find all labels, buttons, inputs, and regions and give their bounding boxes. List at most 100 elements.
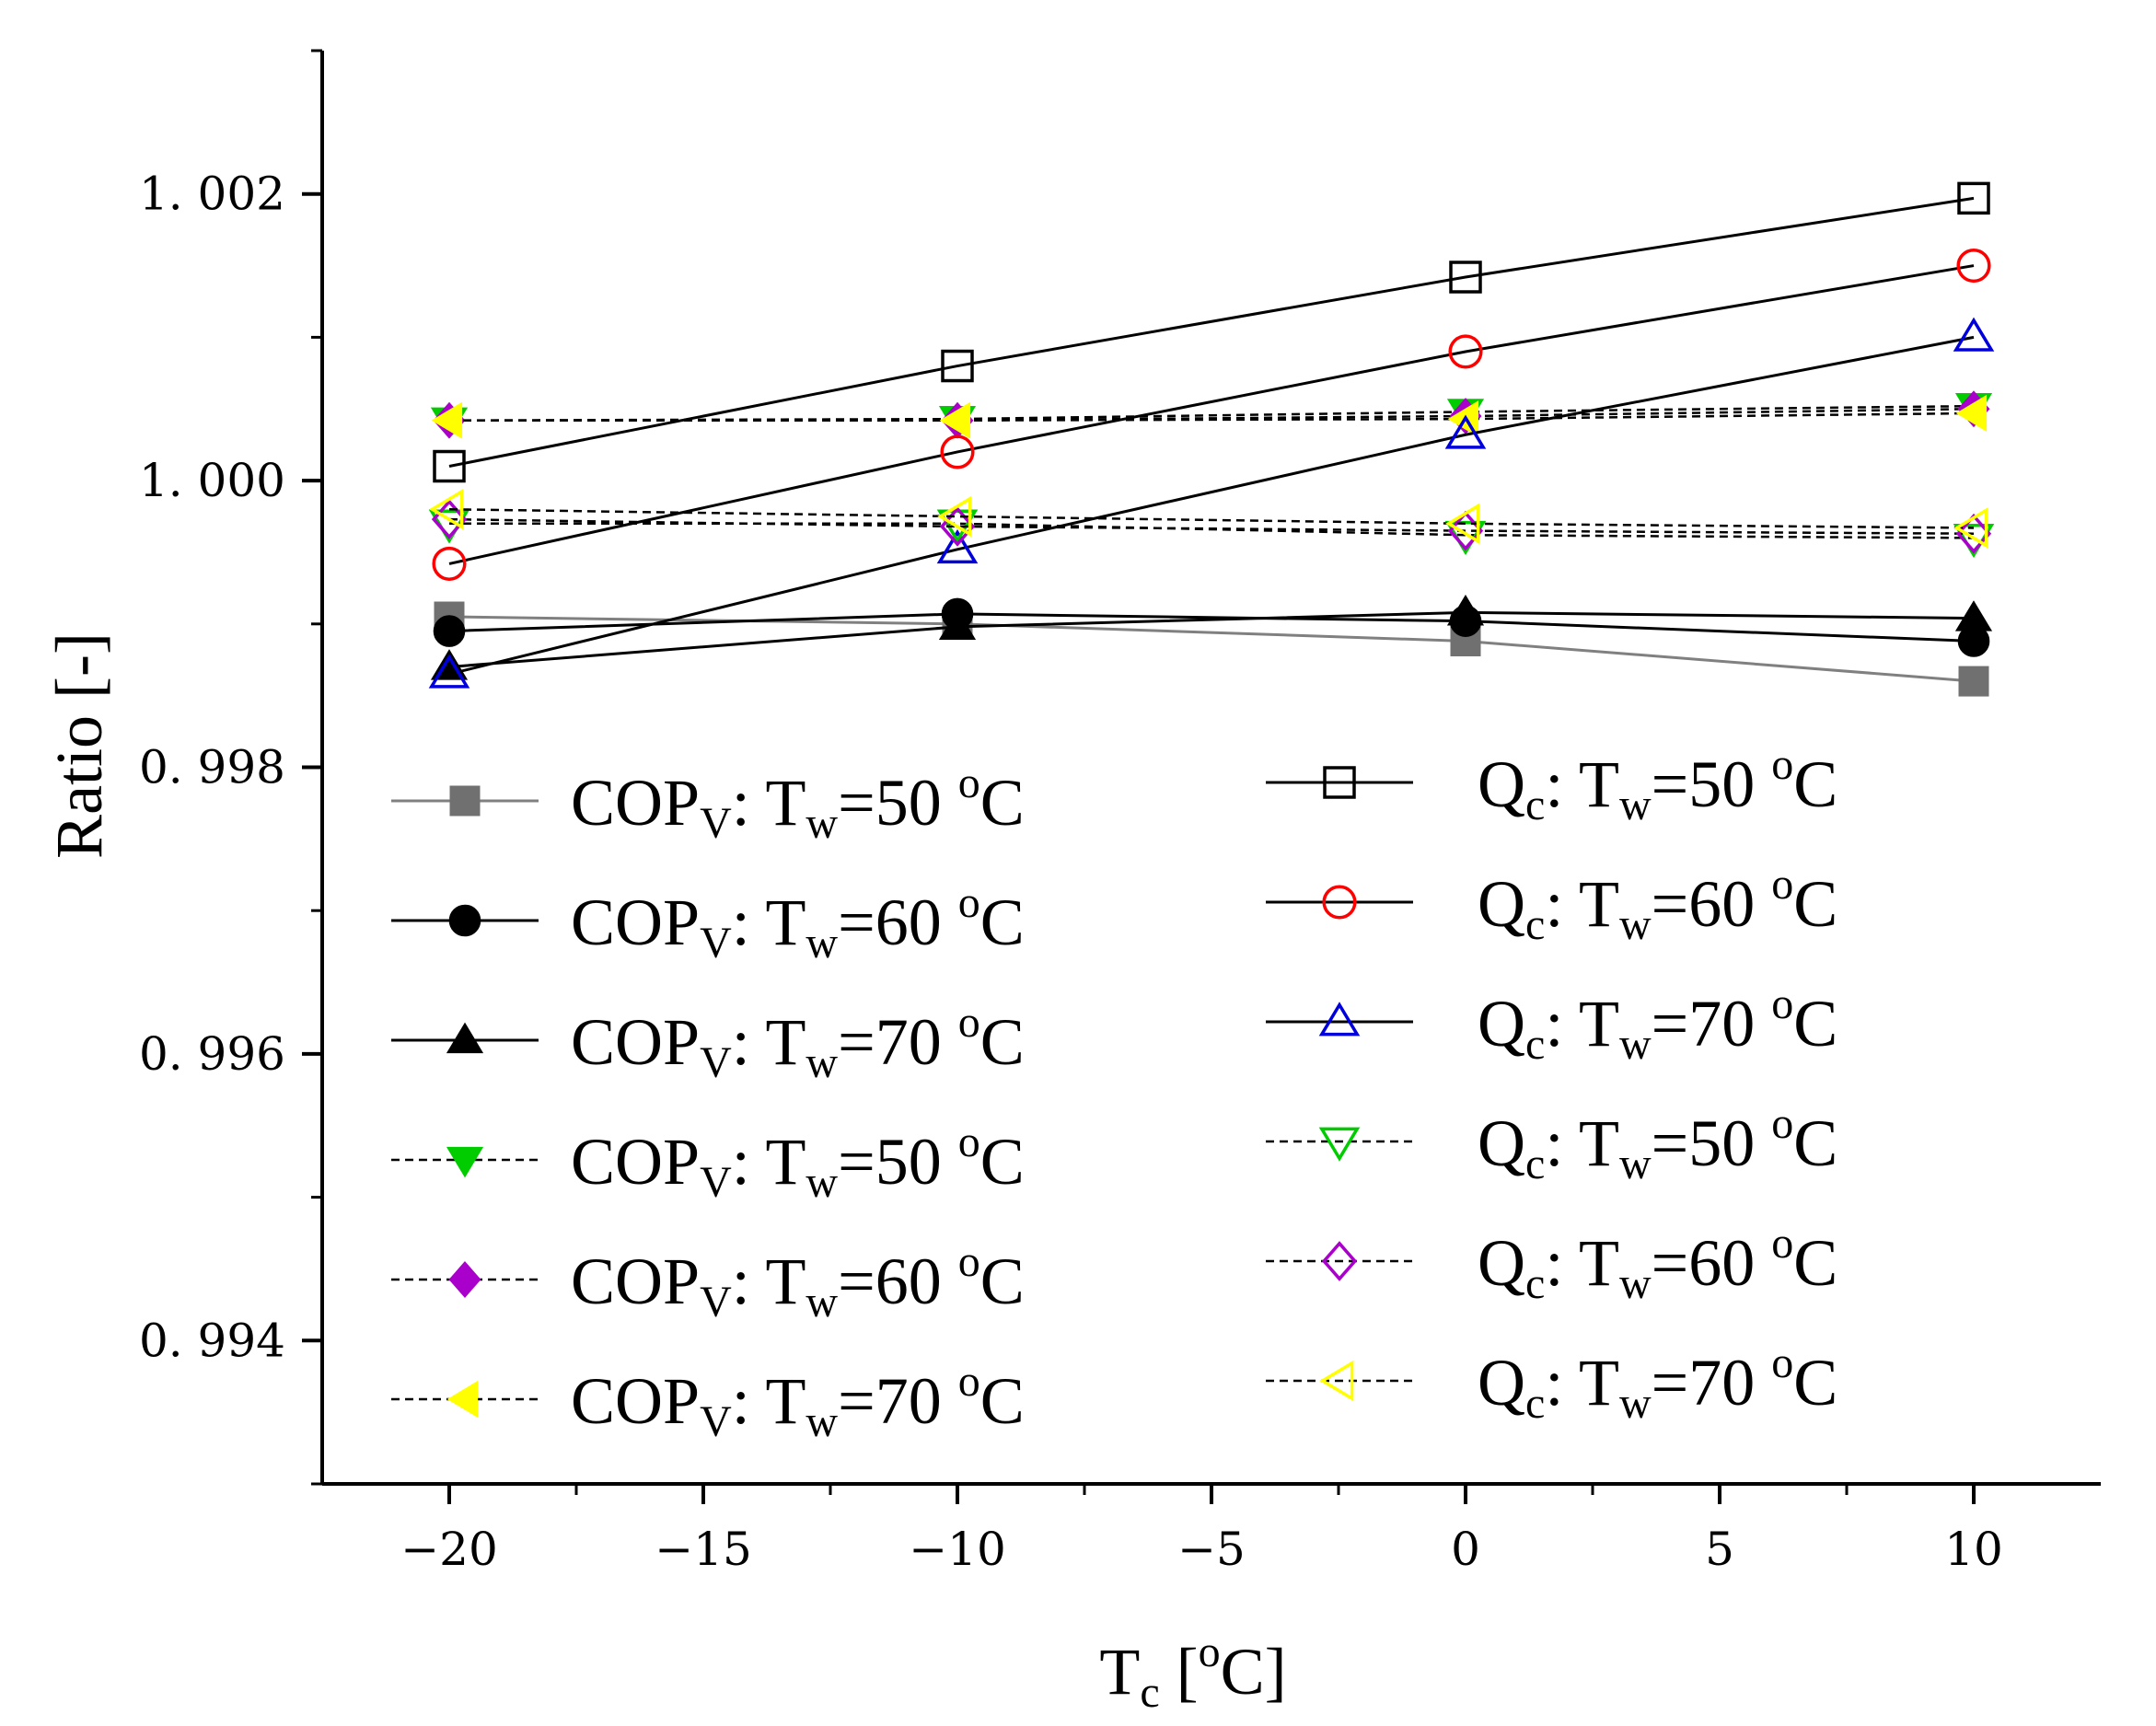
legend-label-part: w: [806, 919, 838, 967]
x-tick-label: 5: [1705, 1523, 1734, 1576]
legend-label-part: Q: [1478, 1346, 1525, 1419]
legend-label-part: c: [1525, 1379, 1545, 1428]
series-line: [448, 610, 1975, 669]
legend-label-part: C: [1793, 1106, 1837, 1180]
legend-label-part: o: [1771, 1219, 1793, 1268]
x-axis-title: Tc [oC]: [1099, 1628, 1286, 1717]
legend-label-part: c: [1525, 1259, 1545, 1308]
legend-label-part: V: [700, 919, 732, 967]
legend-label-part: V: [700, 1038, 732, 1087]
data-point: [1444, 414, 1487, 449]
x-tick-label: 0: [1451, 1523, 1480, 1576]
legend-marker: [446, 1022, 484, 1054]
data-series: [428, 181, 1995, 697]
legend-label-part: w: [1619, 1020, 1652, 1069]
legend-label-part: C: [1793, 987, 1837, 1060]
legend-label-part: o: [958, 759, 980, 807]
legend-label-part: C: [1793, 867, 1837, 941]
legend-label-part: COP: [571, 1005, 700, 1079]
legend-label-part: o: [958, 878, 980, 927]
legend-label-part: =70: [1652, 987, 1772, 1060]
legend-label: Qc: Tw=50 oC: [1478, 740, 1837, 829]
legend-label-part: Q: [1478, 1226, 1525, 1300]
legend-label-part: C: [980, 1125, 1025, 1199]
series-line: [449, 411, 1975, 422]
x-tick-label: −20: [400, 1523, 498, 1576]
data-point: [1445, 503, 1480, 545]
legend-label-part: w: [1619, 1259, 1652, 1308]
legend-label-part: c: [1525, 781, 1545, 829]
legend-label-part: o: [1771, 979, 1793, 1028]
legend-label-part: w: [806, 1038, 838, 1087]
data-point: [429, 488, 464, 530]
legend-entry: COPV: Tw=60 oC: [391, 1237, 1025, 1326]
legend-label-part: Q: [1478, 987, 1525, 1060]
x-tick-label: −5: [1177, 1523, 1246, 1576]
legend-label-part: C: [980, 766, 1025, 840]
legend-label-part: COP: [571, 886, 700, 959]
legend-marker: [448, 1261, 481, 1298]
legend-label-part: : T: [1545, 867, 1619, 941]
legend-marker: [1318, 1002, 1361, 1037]
legend-label-part: =50: [838, 766, 958, 840]
data-point: [431, 401, 463, 439]
legend-label-part: w: [806, 799, 838, 848]
data-point: [433, 615, 466, 647]
x-tick-label: −15: [655, 1523, 752, 1576]
series-group: [432, 249, 1991, 581]
series-group: [430, 393, 1993, 439]
legend-label: Qc: Tw=70 oC: [1478, 979, 1837, 1069]
legend-label-part: C: [1793, 1226, 1837, 1300]
legend-label-part: c: [1525, 900, 1545, 949]
legend-label: COPV: Tw=70 oC: [571, 998, 1025, 1087]
legend-label-part: c: [1525, 1020, 1545, 1069]
axes: −20 −15 −10 −5 0 5 10 0. 994 0. 996 0. 998 1. 000 1…: [139, 49, 2101, 1576]
legend-label-part: : T: [732, 766, 806, 840]
legend-label-part: V: [700, 799, 732, 848]
data-point: [1448, 334, 1483, 369]
legend-entry: Qc: Tw=60 oC: [1266, 860, 1837, 949]
legend-label-part: V: [700, 1278, 732, 1326]
legend-label: Qc: Tw=70 oC: [1478, 1338, 1837, 1428]
series-group: [428, 509, 1995, 559]
legend-label-part: =70: [1652, 1346, 1772, 1419]
legend-label-part: =60: [1652, 1226, 1772, 1300]
legend-label-part: =60: [838, 886, 958, 959]
legend-label: COPV: Tw=60 oC: [571, 1237, 1025, 1326]
legend-label-part: =70: [838, 1005, 958, 1079]
legend-label: COPV: Tw=50 oC: [571, 759, 1025, 848]
legend-label-part: =60: [1652, 867, 1772, 941]
legend-label-part: COP: [571, 1364, 700, 1438]
legend-entry: Qc: Tw=70 oC: [1266, 979, 1837, 1069]
y-tick-label: 0. 998: [139, 741, 285, 794]
series-group: [429, 488, 1988, 549]
series-group: [428, 317, 1995, 689]
y-tick-label: 1. 002: [139, 168, 285, 221]
series-line: [448, 196, 1975, 469]
data-point: [1956, 249, 1991, 284]
data-point: [1955, 394, 1988, 433]
legend-entry: COPV: Tw=50 oC: [391, 759, 1025, 848]
legend-label-part: =70: [838, 1364, 958, 1438]
legend-entry: Qc: Tw=50 oC: [1266, 740, 1837, 829]
legend-label: COPV: Tw=60 oC: [571, 878, 1025, 967]
data-point: [432, 546, 467, 581]
legend-label-part: o: [958, 998, 980, 1047]
legend-label-part: w: [806, 1397, 838, 1446]
legend-label-part: COP: [571, 1125, 700, 1199]
legend-marker: [446, 1380, 479, 1419]
legend-label-part: : T: [732, 1125, 806, 1199]
legend-label-part: COP: [571, 1245, 700, 1318]
data-point: [1954, 600, 1993, 631]
y-axis-title: Ratio [-]: [42, 632, 116, 859]
y-tick-label: 1. 000: [139, 454, 285, 507]
legend-label: COPV: Tw=50 oC: [571, 1118, 1025, 1207]
legend-marker: [446, 1146, 484, 1178]
data-point: [1953, 507, 1988, 549]
legend-entry: COPV: Tw=70 oC: [391, 998, 1025, 1087]
legend-label-part: V: [700, 1158, 732, 1207]
legend-label-part: C: [980, 1005, 1025, 1079]
legend-label-part: c: [1525, 1140, 1545, 1188]
data-point: [1449, 261, 1482, 294]
